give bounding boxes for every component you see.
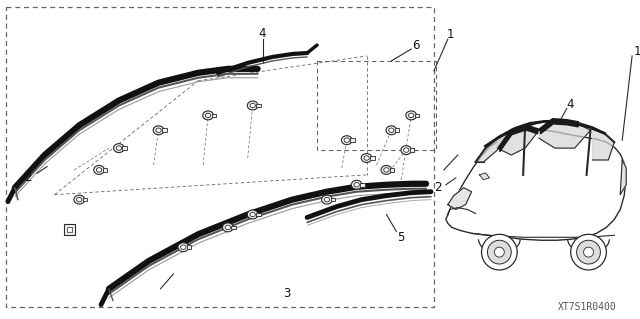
Polygon shape (539, 120, 591, 148)
Text: 5: 5 (397, 231, 405, 244)
Text: 1: 1 (634, 45, 640, 57)
Text: 6: 6 (412, 39, 420, 52)
Bar (187, 245, 191, 249)
Bar (122, 146, 127, 150)
Ellipse shape (401, 146, 412, 154)
Text: 2: 2 (435, 181, 442, 194)
Ellipse shape (388, 128, 394, 132)
Text: 5: 5 (601, 169, 608, 182)
Ellipse shape (223, 223, 233, 232)
Ellipse shape (153, 126, 164, 135)
Bar (410, 148, 414, 152)
Ellipse shape (77, 197, 82, 202)
Bar (64, 224, 75, 235)
Bar (212, 114, 216, 117)
Text: XT7S1R0400: XT7S1R0400 (558, 302, 617, 312)
Ellipse shape (341, 136, 352, 145)
Ellipse shape (116, 146, 122, 150)
Polygon shape (497, 126, 539, 155)
Circle shape (571, 234, 606, 270)
Polygon shape (479, 173, 490, 180)
Ellipse shape (205, 113, 211, 118)
Circle shape (481, 234, 517, 270)
Ellipse shape (322, 195, 332, 204)
Bar (317, 61, 436, 150)
Circle shape (584, 247, 593, 257)
Ellipse shape (408, 113, 414, 118)
Ellipse shape (203, 111, 213, 120)
Ellipse shape (351, 180, 362, 189)
Bar (102, 168, 107, 172)
Bar (67, 227, 72, 232)
Ellipse shape (156, 128, 161, 132)
Circle shape (577, 240, 600, 264)
Ellipse shape (113, 144, 124, 152)
Bar (6, 7, 434, 307)
Ellipse shape (74, 195, 84, 204)
Ellipse shape (344, 138, 349, 142)
Ellipse shape (381, 166, 392, 174)
Circle shape (494, 247, 504, 257)
Ellipse shape (250, 103, 255, 108)
Bar (162, 129, 166, 132)
Ellipse shape (406, 111, 417, 120)
Polygon shape (593, 127, 614, 160)
Polygon shape (620, 160, 626, 195)
Bar (415, 114, 419, 117)
Ellipse shape (324, 197, 330, 202)
Ellipse shape (384, 168, 389, 172)
Circle shape (488, 240, 511, 264)
Text: 1: 1 (447, 28, 454, 41)
Bar (256, 104, 260, 107)
Text: 2: 2 (24, 171, 31, 184)
Ellipse shape (364, 156, 369, 160)
Bar (83, 198, 87, 201)
Bar (395, 129, 399, 132)
Ellipse shape (93, 166, 104, 174)
Text: 3: 3 (502, 206, 510, 219)
Polygon shape (476, 131, 511, 162)
Ellipse shape (180, 245, 186, 249)
Ellipse shape (386, 126, 397, 135)
Bar (390, 168, 394, 172)
Ellipse shape (97, 168, 102, 172)
Ellipse shape (361, 153, 372, 162)
Text: 4: 4 (259, 27, 266, 40)
Ellipse shape (247, 210, 258, 219)
Bar (360, 183, 365, 187)
Text: 3: 3 (284, 287, 291, 300)
Ellipse shape (247, 101, 258, 110)
Bar (350, 138, 355, 142)
Text: 4: 4 (566, 98, 573, 111)
Polygon shape (448, 188, 472, 210)
Polygon shape (446, 130, 626, 240)
Bar (370, 156, 374, 160)
Ellipse shape (225, 225, 230, 230)
Ellipse shape (404, 148, 409, 152)
Ellipse shape (178, 243, 189, 252)
Bar (256, 213, 260, 216)
Ellipse shape (354, 182, 359, 187)
Ellipse shape (250, 212, 255, 217)
Bar (232, 226, 236, 229)
Bar (330, 198, 335, 201)
